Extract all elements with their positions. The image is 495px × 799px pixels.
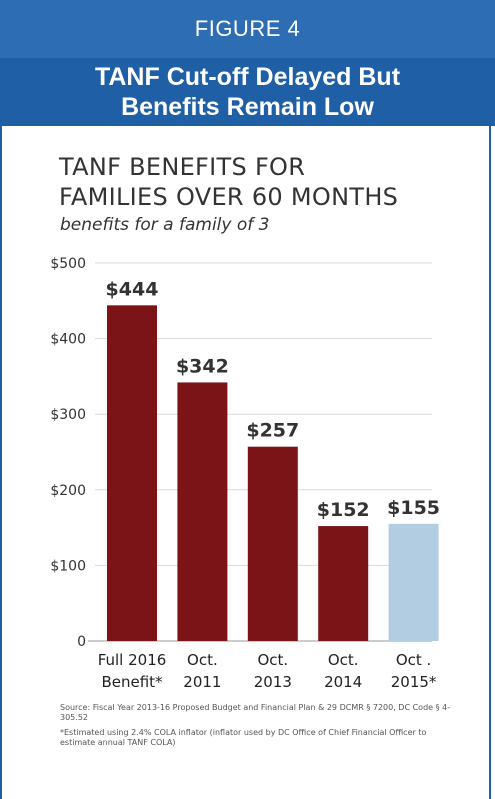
x-tick-label: Oct .: [396, 651, 431, 669]
data-label: $342: [176, 355, 229, 377]
source-note: Source: Fiscal Year 2013-16 Proposed Bud…: [60, 703, 451, 722]
x-tick-label: 2015*: [391, 673, 437, 691]
x-tick-label: Oct.: [328, 651, 359, 669]
x-tick-label: 2011: [183, 673, 221, 691]
chart-title-line1: TANF BENEFITS FOR: [59, 153, 306, 181]
data-label: $152: [317, 499, 370, 521]
data-label: $257: [246, 420, 299, 442]
y-tick-label: $300: [50, 407, 86, 423]
x-tick-label: Full 2016: [98, 651, 167, 669]
bar: [177, 382, 228, 641]
chart-title-line2: FAMILIES OVER 60 MONTHS: [59, 183, 399, 211]
chart-subtitle: benefits for a family of 3: [60, 215, 270, 235]
chart-title: TANF BENEFITS FOR FAMILIES OVER 60 MONTH…: [59, 152, 398, 212]
figure-label: FIGURE 4: [0, 0, 495, 58]
chart-notes: Source: Fiscal Year 2013-16 Proposed Bud…: [60, 703, 460, 753]
bar-chart: 0 $100 $200 $300 $400 $500 $444 Full 2016 Benefi…: [50, 256, 440, 691]
bar: [388, 523, 439, 641]
figure-title: TANF Cut-off Delayed But Benefits Remain…: [0, 58, 495, 126]
y-tick-label: $200: [50, 483, 86, 499]
figure-title-line2: Benefits Remain Low: [121, 93, 374, 121]
y-tick-label: $500: [50, 256, 86, 272]
y-tick-label: 0: [77, 634, 86, 650]
bar: [318, 526, 369, 641]
bar: [247, 446, 298, 641]
x-tick-label: Oct.: [257, 651, 288, 669]
x-tick-label: Oct.: [187, 651, 218, 669]
x-tick-label: Benefit*: [101, 673, 163, 691]
data-label: $444: [106, 278, 159, 300]
x-tick-label: 2013: [254, 673, 292, 691]
bar: [107, 305, 157, 641]
data-label: $155: [387, 497, 440, 519]
y-tick-label: $100: [50, 558, 86, 574]
x-tick-label: 2014: [324, 673, 362, 691]
footnote: *Estimated using 2.4% COLA inflator (inf…: [60, 728, 427, 747]
figure-title-line1: TANF Cut-off Delayed But: [94, 63, 401, 91]
y-tick-label: $400: [50, 332, 86, 348]
